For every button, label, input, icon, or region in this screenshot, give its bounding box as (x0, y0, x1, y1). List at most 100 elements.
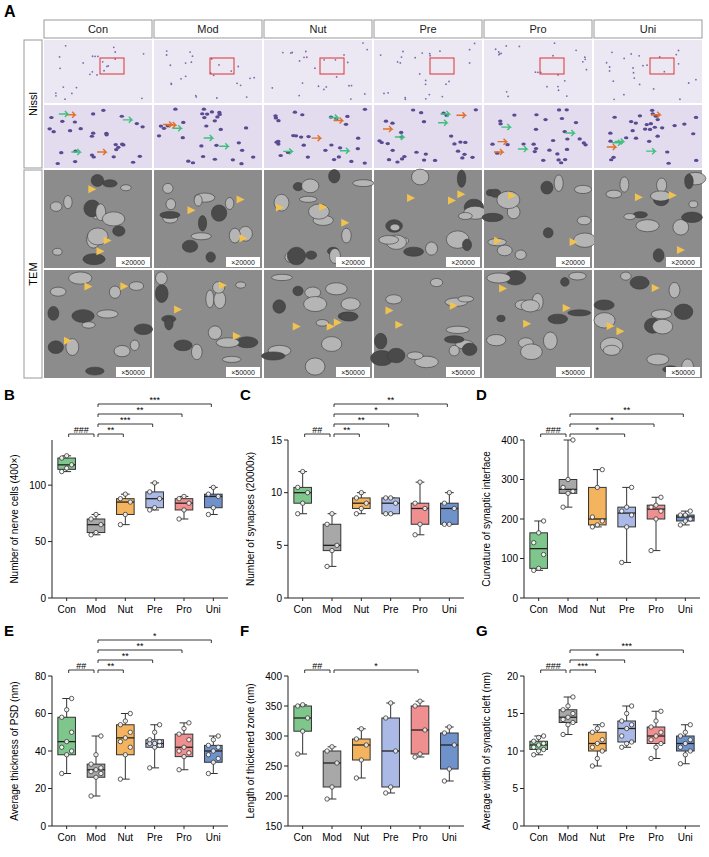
cell-dot (609, 70, 611, 72)
cell-dot (646, 64, 648, 66)
cell (422, 120, 426, 123)
tem-structure (50, 202, 62, 212)
scale-box (666, 257, 700, 267)
column-head: Pro (529, 23, 546, 35)
tem-structure (650, 191, 671, 201)
x-tick-label: Pre (383, 604, 399, 615)
cell-arrow (565, 130, 574, 136)
point (177, 749, 181, 753)
x-tick (685, 826, 686, 829)
zoom-box (430, 58, 454, 74)
column-head: Mod (197, 23, 218, 35)
point (541, 741, 545, 745)
nissl-zoom-image (594, 105, 702, 168)
significance-label: * (153, 631, 157, 641)
point (624, 726, 628, 730)
point (442, 731, 446, 735)
cell (672, 124, 676, 127)
cell-dot (92, 55, 94, 57)
cell (157, 134, 161, 137)
point (590, 515, 594, 519)
cell (577, 137, 581, 140)
marks (530, 438, 694, 573)
point (629, 485, 633, 489)
point (418, 480, 422, 484)
significance-label: ** (136, 405, 144, 415)
cell-dot (55, 95, 57, 97)
cell-dot (474, 43, 476, 45)
marks (294, 469, 458, 568)
significance-label: ** (387, 395, 395, 405)
x-tick (420, 826, 421, 829)
significance-label: * (374, 405, 378, 415)
cell (414, 151, 418, 154)
tem-structure (206, 252, 215, 262)
point (536, 749, 540, 753)
cell-dot (429, 53, 431, 55)
tem-structure (652, 319, 672, 334)
cell-dot (552, 55, 554, 57)
point (177, 496, 181, 500)
point (118, 496, 122, 500)
point (536, 743, 540, 747)
y-tick (48, 541, 52, 542)
nissl-zoom-image (44, 105, 152, 168)
tem-structure (72, 310, 94, 323)
tem-image (484, 270, 592, 378)
cell (656, 118, 660, 121)
x-tick-label: Pre (619, 832, 635, 843)
tem-structure (569, 272, 586, 280)
cell (237, 141, 241, 144)
tem-image (154, 270, 262, 378)
scale-label: ×20000 (671, 259, 695, 266)
cell-dot (143, 53, 145, 55)
tem-structure (155, 285, 168, 303)
tem-structure (404, 247, 424, 256)
significance-label: ** (623, 405, 631, 415)
cell (338, 146, 342, 149)
x-tick-label: Mod (322, 832, 341, 843)
tem-structure (156, 272, 168, 285)
box (530, 533, 548, 569)
tem-structure (515, 250, 526, 259)
x-tick-label: Pro (648, 832, 664, 843)
column-head-box (44, 20, 152, 38)
cell (505, 143, 509, 146)
tem-structure (304, 297, 327, 312)
y-tick-label: 20 (507, 671, 519, 682)
box-panel: GAverage width of synaptic cleft (nm)051… (476, 622, 700, 843)
point (442, 501, 446, 505)
cell-arrow (97, 149, 106, 155)
cell (534, 147, 538, 150)
tem-structure (222, 356, 240, 362)
tem-structure (166, 199, 176, 210)
cell (120, 143, 124, 146)
cell (279, 154, 283, 157)
tem-structure (214, 291, 226, 308)
nissl-zoom-image (264, 105, 372, 168)
x-tick (597, 826, 598, 829)
cell-dot (558, 89, 560, 91)
point (94, 530, 98, 534)
tem-structure (353, 180, 374, 187)
point (206, 512, 210, 516)
synapse-arrowhead (570, 238, 578, 246)
column-head: Nut (309, 23, 326, 35)
cell (244, 126, 248, 129)
cell (299, 135, 303, 138)
point (325, 797, 329, 801)
y-tick (48, 598, 52, 599)
point (60, 745, 64, 749)
cell-dot (166, 54, 168, 56)
cell (215, 115, 219, 118)
tem-structure (521, 344, 543, 360)
point (659, 730, 663, 734)
x-axis-line (288, 598, 464, 599)
y-tick-label: 0 (512, 593, 518, 604)
y-tick-label: 15 (271, 435, 283, 446)
point (561, 505, 565, 509)
cell (565, 108, 569, 111)
tem-structure (134, 324, 152, 335)
cell (90, 135, 94, 138)
cell-dot (318, 85, 320, 87)
